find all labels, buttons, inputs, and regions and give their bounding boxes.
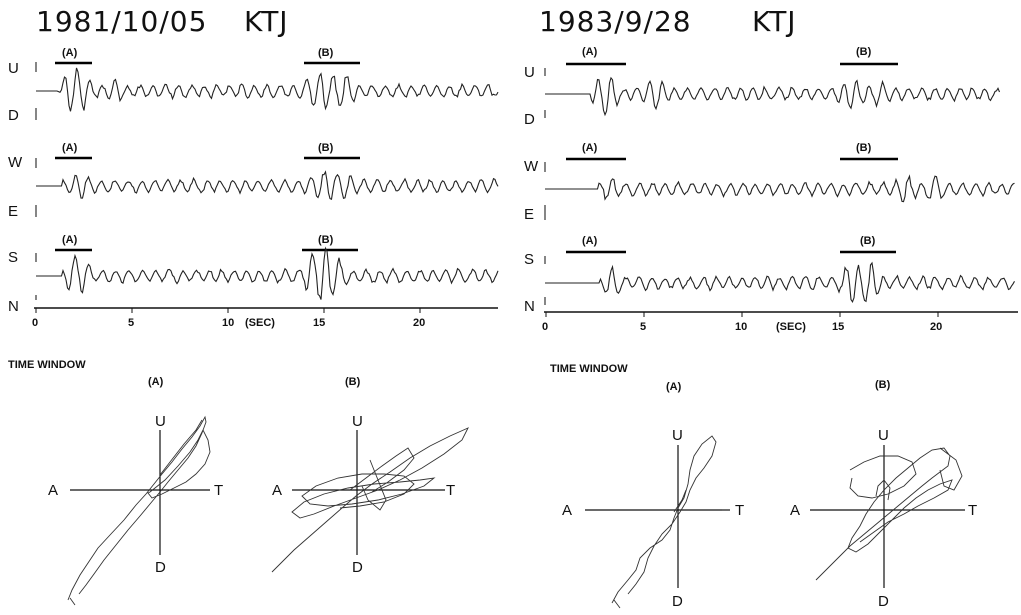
left-hodogram-b-right: T — [446, 482, 455, 499]
right-hodogram-a-down: D — [672, 593, 683, 610]
right-tick-label-0: 0 — [542, 321, 548, 333]
left-hodogram-a-up: U — [155, 413, 166, 430]
left-hodogram-b-down: D — [352, 559, 363, 576]
left-sn-bottom-label: N — [8, 298, 19, 315]
right-time-axis: 0 5 10 (SEC) 15 20 — [542, 311, 1018, 333]
left-hodogram-b-trajectory — [271, 427, 469, 573]
right-tick-label-5: 5 — [640, 321, 646, 333]
right-ud-top-label: U — [524, 64, 535, 81]
left-ud-trace — [36, 67, 499, 112]
right-hodogram-b-up: U — [878, 427, 889, 444]
left-ud-window-a-label: (A) — [62, 47, 78, 59]
left-tick-label-10: 10 — [222, 317, 234, 329]
left-we-top-label: W — [8, 154, 23, 171]
right-station-title: KTJ — [752, 5, 797, 38]
left-ud-top-label: U — [8, 60, 19, 77]
left-hodogram-b-left: A — [272, 482, 282, 499]
right-sn-bottom-label: N — [524, 298, 535, 315]
right-hodogram-a: (A) U D A T — [562, 381, 744, 610]
right-sn-window-b-label: (B) — [860, 235, 876, 247]
right-date-title: 1983/9/28 — [539, 5, 692, 38]
right-hodogram-a-window: (A) — [666, 381, 682, 393]
right-sn-trace — [545, 261, 1015, 303]
right-we-window-a-label: (A) — [582, 142, 598, 154]
right-hodogram-a-trajectory — [611, 435, 717, 609]
left-we-window-b-label: (B) — [318, 142, 334, 154]
left-hodogram-b-up: U — [352, 413, 363, 430]
left-ud-bottom-label: D — [8, 107, 19, 124]
right-component-sn: S N (A) (B) — [524, 235, 1015, 315]
left-sn-trace — [36, 246, 499, 300]
right-hodogram-b-window: (B) — [875, 379, 891, 391]
right-component-ud: U D (A) (B) — [524, 46, 1001, 128]
right-hodogram-b: (B) U D A T — [790, 379, 977, 610]
left-hodogram-a-left: A — [48, 482, 58, 499]
right-ud-window-b-label: (B) — [856, 46, 872, 58]
left-component-sn: S N (A) (B) — [8, 234, 499, 315]
right-time-unit: (SEC) — [776, 321, 806, 333]
right-tick-label-15: 15 — [832, 321, 844, 333]
right-tick-label-20: 20 — [930, 321, 942, 333]
left-hodogram-b: (B) U D A T — [271, 376, 469, 576]
left-component-ud: U D (A) (B) — [8, 47, 499, 124]
right-we-window-b-label: (B) — [856, 142, 872, 154]
right-sn-window-a-label: (A) — [582, 235, 598, 247]
right-hodogram-b-right: T — [968, 502, 977, 519]
left-hodogram-a: (A) U D A T — [48, 376, 223, 606]
left-we-bottom-label: E — [8, 203, 18, 220]
right-component-we: W E (A) (B) — [524, 142, 1015, 223]
right-sn-top-label: S — [524, 251, 534, 268]
left-tick-label-15: 15 — [313, 317, 325, 329]
left-time-window-label: TIME WINDOW — [8, 359, 86, 371]
right-hodogram-b-left: A — [790, 502, 800, 519]
left-hodogram-a-right: T — [214, 482, 223, 499]
left-time-unit: (SEC) — [245, 317, 275, 329]
left-component-we: W E (A) (B) — [8, 142, 499, 220]
left-hodogram-a-window: (A) — [148, 376, 164, 388]
left-ud-window-b-label: (B) — [318, 47, 334, 59]
left-hodogram-a-down: D — [155, 559, 166, 576]
right-we-top-label: W — [524, 158, 539, 175]
left-station-title: KTJ — [244, 5, 289, 38]
left-tick-label-5: 5 — [128, 317, 134, 329]
left-sn-window-b-label: (B) — [318, 234, 334, 246]
right-ud-window-a-label: (A) — [582, 46, 598, 58]
right-time-window-label: TIME WINDOW — [550, 363, 628, 375]
left-sn-top-label: S — [8, 249, 18, 266]
right-tick-label-10: 10 — [735, 321, 747, 333]
right-we-bottom-label: E — [524, 206, 534, 223]
left-hodogram-a-trajectory — [67, 415, 211, 606]
left-we-trace — [36, 170, 499, 200]
right-hodogram-a-up: U — [672, 427, 683, 444]
left-tick-label-0: 0 — [32, 317, 38, 329]
right-we-trace — [545, 174, 1015, 203]
right-panel: 1983/9/28 KTJ U D (A) (B) W E (A) (B) S … — [524, 5, 1018, 610]
right-ud-trace — [545, 76, 1001, 117]
right-ud-bottom-label: D — [524, 111, 535, 128]
right-hodogram-b-trajectory — [815, 447, 963, 581]
right-hodogram-a-left: A — [562, 502, 572, 519]
left-hodogram-b-window: (B) — [345, 376, 361, 388]
right-hodogram-b-down: D — [878, 593, 889, 610]
left-date-title: 1981/10/05 — [36, 5, 207, 38]
left-time-axis: 0 5 10 (SEC) 15 20 — [32, 307, 498, 329]
left-sn-window-a-label: (A) — [62, 234, 78, 246]
left-we-window-a-label: (A) — [62, 142, 78, 154]
left-panel: 1981/10/05 KTJ U D (A) (B) W E (A) (B) S — [8, 5, 499, 606]
right-hodogram-a-right: T — [735, 502, 744, 519]
left-tick-label-20: 20 — [413, 317, 425, 329]
